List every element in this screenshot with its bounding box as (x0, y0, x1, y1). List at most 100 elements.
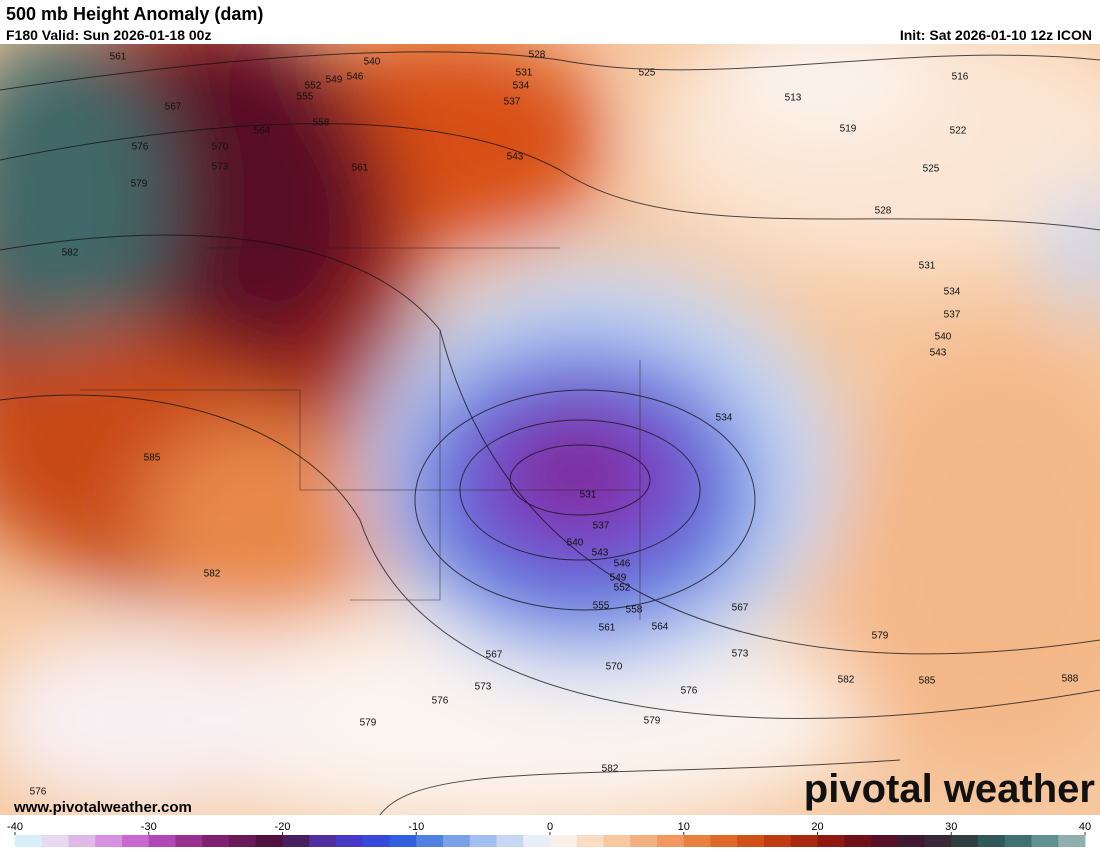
contour-label: 549 (326, 75, 343, 86)
colorbar-swatch (202, 835, 230, 847)
colorbar-swatch (790, 835, 818, 847)
contour-label: 555 (297, 92, 314, 103)
valid-time: F180 Valid: Sun 2026-01-18 00z (6, 27, 211, 43)
contour-label: 534 (944, 287, 961, 298)
contour-label: 567 (732, 603, 749, 614)
contour-label: 582 (204, 569, 221, 580)
contour-label: 561 (110, 52, 127, 63)
colorbar-swatch (630, 835, 658, 847)
contour-label: 531 (919, 261, 936, 272)
contour-label: 525 (639, 68, 656, 79)
colorbar-tick-label: 10 (678, 821, 690, 833)
colorbar-swatch (496, 835, 524, 847)
contour-label: 537 (504, 97, 521, 108)
colorbar-swatch (737, 835, 765, 847)
contours (0, 51, 1100, 815)
colorbar-swatch (817, 835, 845, 847)
colorbar-swatch (95, 835, 123, 847)
contour-label: 546 (347, 72, 364, 83)
contour-label: 534 (513, 81, 530, 92)
colorbar: -40 -30 -20 -10 0 10 20 30 40 (7, 821, 1091, 847)
colorbar-swatch (416, 835, 444, 847)
colorbar-swatch (15, 835, 43, 847)
contour-label: 525 (923, 164, 940, 175)
contour-label: 519 (840, 124, 857, 135)
colorbar-swatch (1004, 835, 1032, 847)
watermark-logo: pivotal weather (804, 767, 1095, 811)
colorbar-tick-label: -40 (7, 821, 23, 833)
contour-label: 552 (614, 583, 631, 594)
colorbar-swatch (576, 835, 604, 847)
contour-label: 579 (872, 631, 889, 642)
colorbar-swatch (309, 835, 337, 847)
colorbar-swatch (603, 835, 631, 847)
contour-label: 570 (606, 662, 623, 673)
colorbar-tick-label: 30 (945, 821, 957, 833)
colorbar-swatch (924, 835, 952, 847)
contour-label: 585 (919, 676, 936, 687)
colorbar-swatch (443, 835, 471, 847)
contour-label: 573 (732, 649, 749, 660)
contour-label: 579 (131, 179, 148, 190)
contour-label: 546 (614, 559, 631, 570)
colorbar-swatch (1058, 835, 1086, 847)
colorbar-swatch (710, 835, 738, 847)
colorbar-swatch (282, 835, 310, 847)
contour-label: 564 (254, 126, 271, 137)
contour-label: 534 (716, 413, 733, 424)
contour-label: 573 (212, 162, 229, 173)
colorbar-swatch (255, 835, 283, 847)
contour-label: 513 (785, 93, 802, 104)
colorbar-swatch (41, 835, 69, 847)
colorbar-swatch (68, 835, 96, 847)
contour-label: 582 (62, 248, 79, 259)
watermark-url: www.pivotalweather.com (13, 799, 192, 816)
contour-label: 561 (352, 163, 369, 174)
contour-label: 537 (593, 521, 610, 532)
colorbar-tick-label: -10 (408, 821, 424, 833)
contour-label: 543 (592, 548, 609, 559)
colorbar-swatch (657, 835, 685, 847)
contour-label: 579 (360, 718, 377, 729)
contour-label: 537 (944, 310, 961, 321)
colorbar-swatch (389, 835, 417, 847)
contour-label: 531 (516, 68, 533, 79)
contour-label: 531 (580, 490, 597, 501)
contour-label: 588 (1062, 674, 1079, 685)
contour-label: 549 (610, 573, 627, 584)
contour-label: 582 (602, 764, 619, 775)
contour-label: 558 (626, 605, 643, 616)
colorbar-swatch (362, 835, 390, 847)
contour-label: 552 (305, 81, 322, 92)
contour-label: 567 (165, 102, 182, 113)
contour-label: 576 (432, 696, 449, 707)
contour-label: 540 (364, 57, 381, 68)
colorbar-swatch (683, 835, 711, 847)
colorbar-swatch (229, 835, 257, 847)
colorbar-swatch (764, 835, 792, 847)
init-time: Init: Sat 2026-01-10 12z ICON (900, 27, 1092, 43)
contour-label: 528 (875, 206, 892, 217)
colorbar-swatch (469, 835, 497, 847)
contour-label: 561 (599, 623, 616, 634)
colorbar-swatch (122, 835, 150, 847)
colorbar-swatch (523, 835, 551, 847)
colorbar-swatch (844, 835, 872, 847)
borders (80, 247, 641, 620)
contour-label: 555 (593, 601, 610, 612)
colorbar-swatch (148, 835, 176, 847)
contour-label: 567 (486, 650, 503, 661)
contour-label: 576 (132, 142, 149, 153)
contour-label: 582 (838, 675, 855, 686)
colorbar-tick-label: -30 (141, 821, 157, 833)
colorbar-swatch (336, 835, 364, 847)
title: 500 mb Height Anomaly (dam) (6, 4, 263, 24)
contour-label: 585 (144, 453, 161, 464)
contour-label: 570 (212, 142, 229, 153)
contour-label: 540 (567, 538, 584, 549)
contour-label: 522 (950, 126, 967, 137)
colorbar-swatch (1031, 835, 1059, 847)
colorbar-swatch (175, 835, 203, 847)
